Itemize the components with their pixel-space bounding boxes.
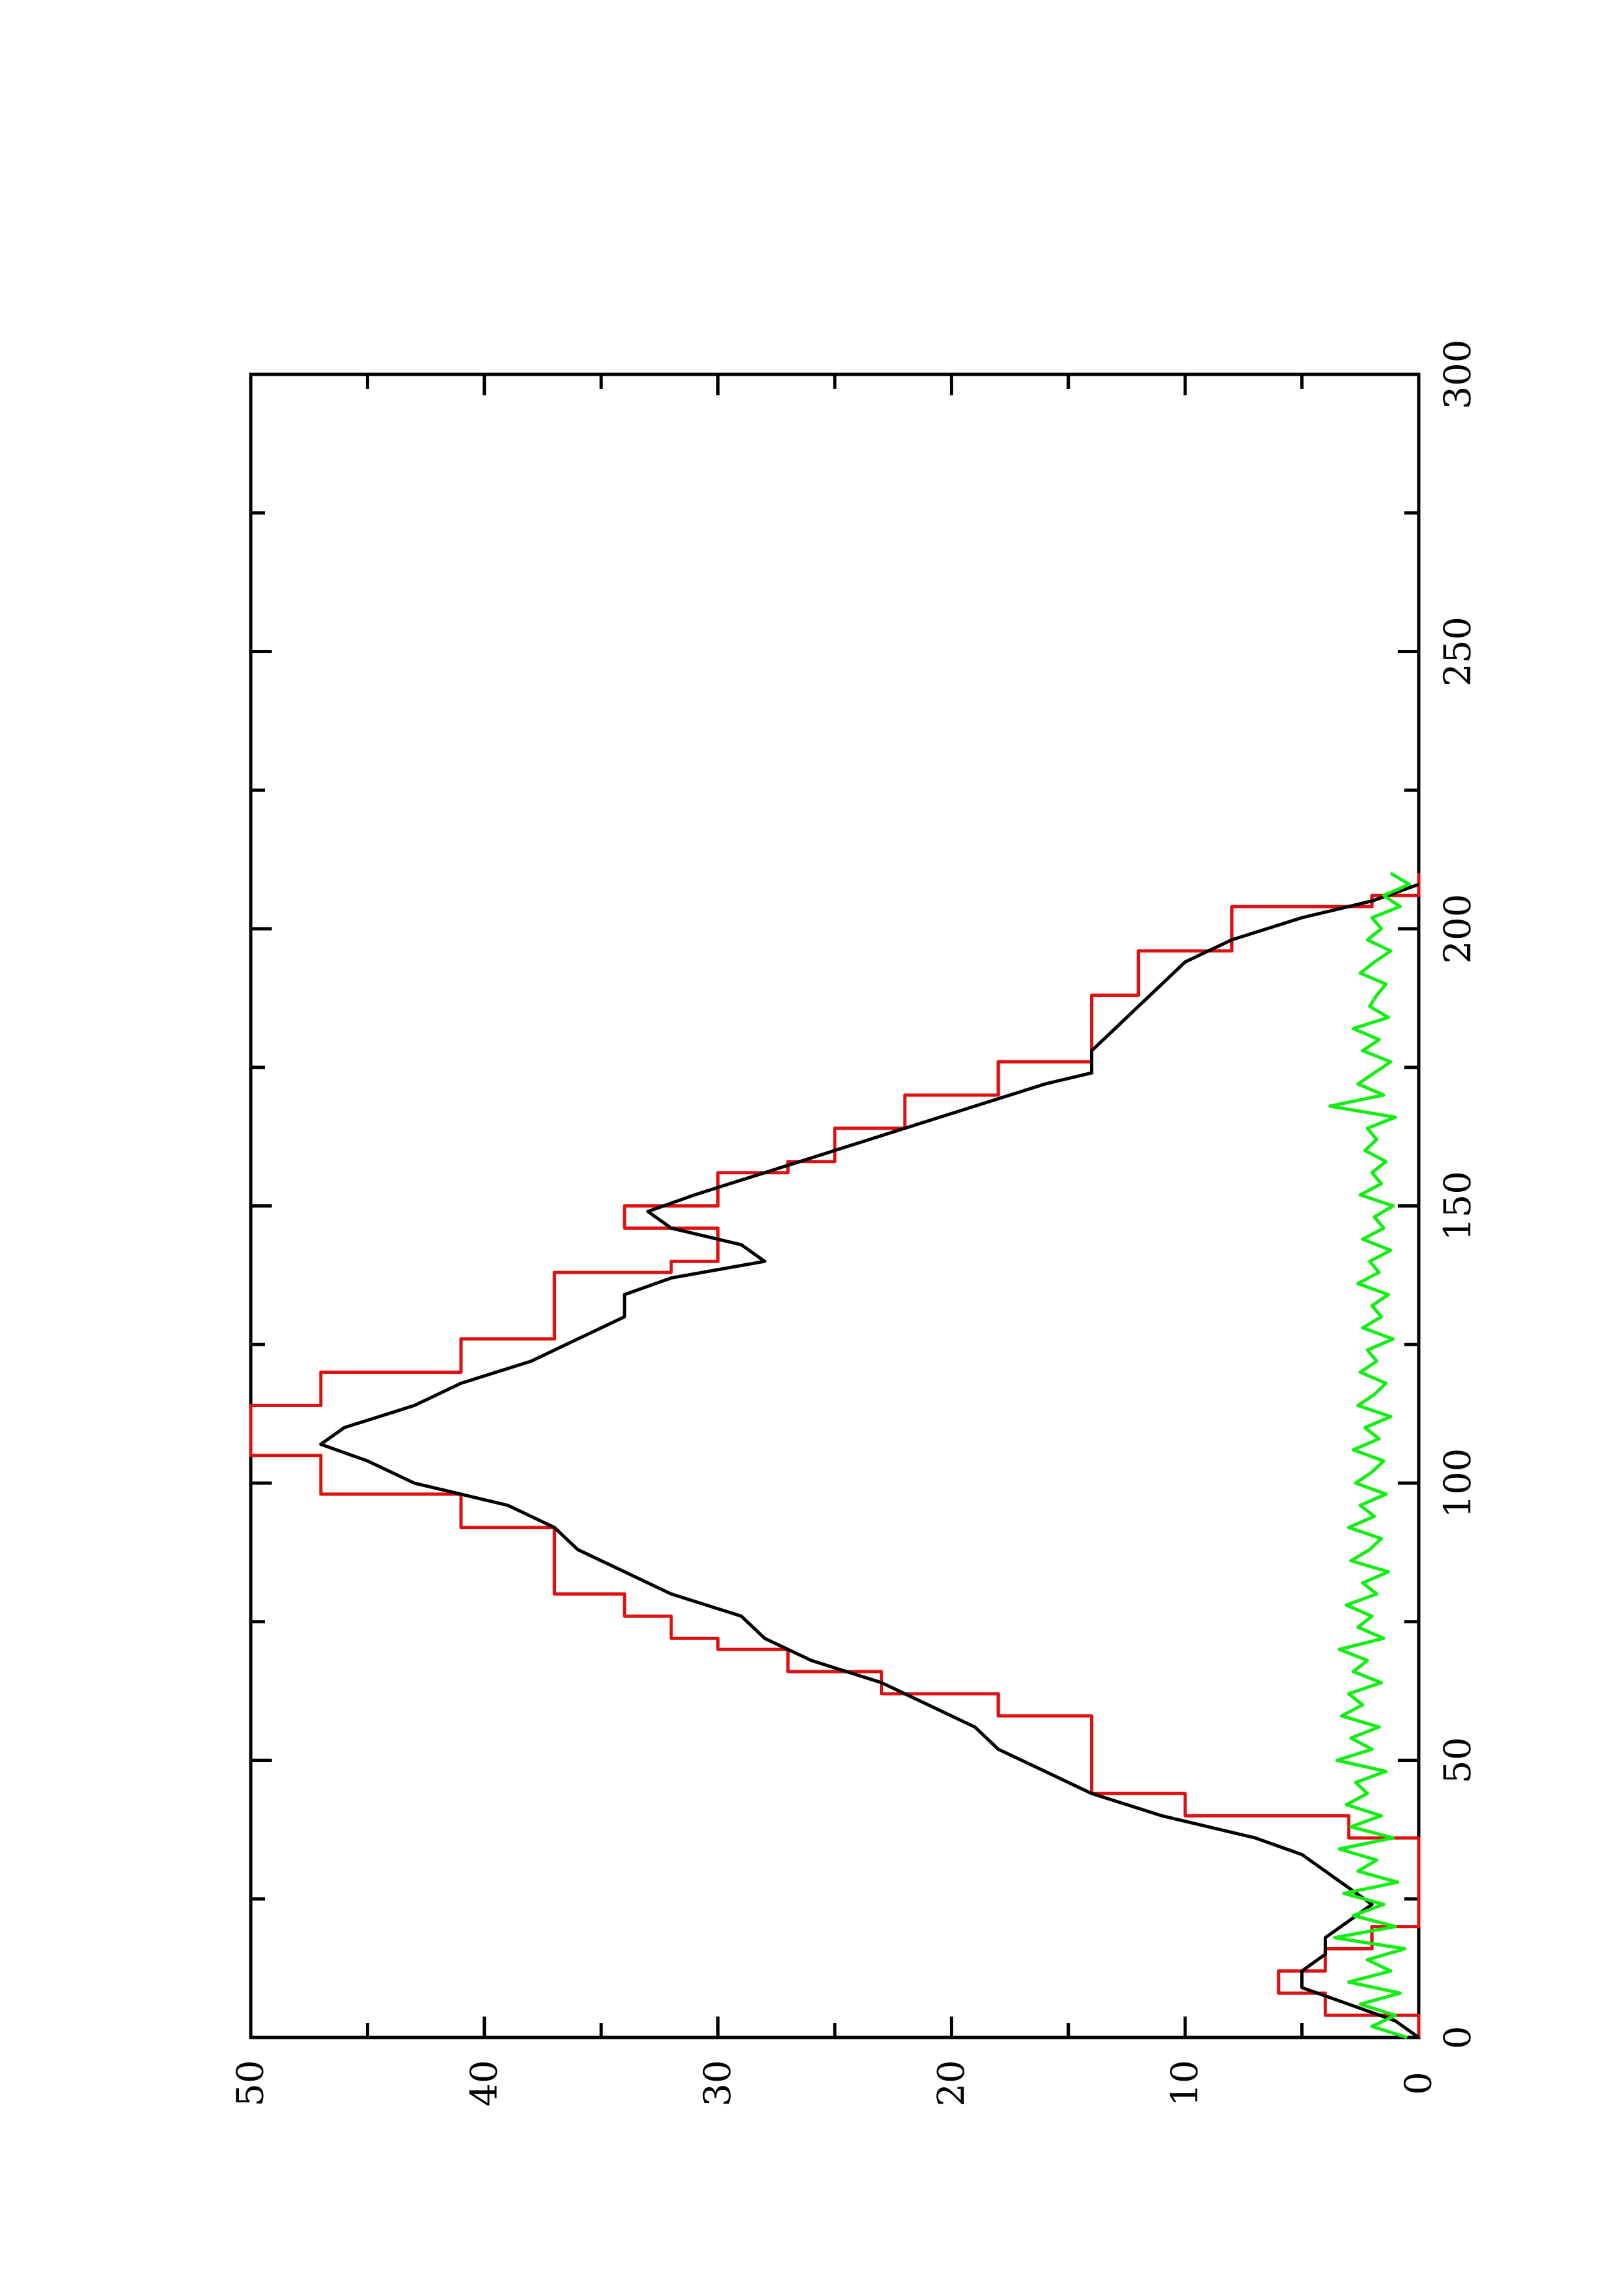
plot-frame <box>249 372 1421 2039</box>
series-line-1 <box>319 882 1420 2039</box>
series-line-0 <box>249 873 1421 2037</box>
y-tick-label: 50 <box>230 2060 272 2106</box>
y-tick-label: 10 <box>1164 2060 1207 2106</box>
y-tick-label: 40 <box>463 2060 505 2106</box>
x-tick-label: 150 <box>1437 1171 1480 1241</box>
x-tick-label: 0 <box>1437 2026 1480 2049</box>
x-tick-label: 300 <box>1437 340 1480 410</box>
x-tick-label: 100 <box>1437 1448 1480 1518</box>
x-tick-label: 50 <box>1437 1737 1480 1784</box>
series-group <box>249 872 1421 2039</box>
series-line-2 <box>1328 872 1412 2039</box>
x-tick-label: 250 <box>1437 617 1480 687</box>
y-tick-label: 20 <box>930 2060 973 2106</box>
axes: 0 50 100 150 200 250 300 0 10 20 30 40 50 <box>230 340 1480 2107</box>
x-tick-label: 200 <box>1437 894 1480 964</box>
y-tick-label: 30 <box>697 2060 739 2106</box>
y-tick-label: 0 <box>1398 2072 1440 2095</box>
